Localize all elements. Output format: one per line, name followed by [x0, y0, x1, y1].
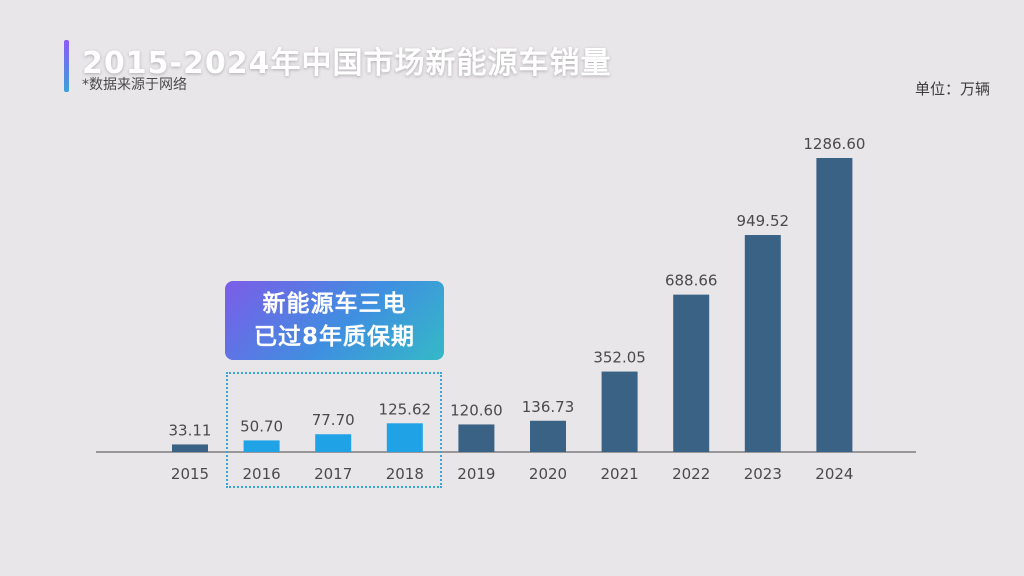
bar-2017: [315, 434, 352, 452]
x-tick-label-2019: 2019: [457, 465, 495, 483]
bar-2021: [601, 371, 638, 452]
title-accent-bar: [64, 40, 69, 92]
bar-2019: [458, 424, 495, 452]
callout-box: 新能源车三电 已过8年质保期: [225, 281, 444, 360]
data-label-2022: 688.66: [665, 272, 718, 290]
bar-2015: [172, 444, 208, 452]
data-label-2016: 50.70: [240, 417, 283, 435]
x-tick-label-2021: 2021: [601, 465, 639, 483]
x-tick-label-2022: 2022: [672, 465, 710, 483]
data-label-2020: 136.73: [522, 398, 575, 416]
data-label-2023: 949.52: [737, 212, 790, 230]
x-tick-label-2024: 2024: [815, 465, 853, 483]
x-tick-label-2015: 2015: [171, 465, 209, 483]
unit-label: 单位：万辆: [914, 80, 990, 98]
data-label-2024: 1286.60: [803, 135, 865, 153]
bar-2024: [816, 158, 853, 452]
bar-2023: [744, 235, 781, 452]
data-source-note: *数据来源于网络: [82, 77, 187, 93]
x-tick-label-2018: 2018: [386, 465, 424, 483]
x-tick-label-2023: 2023: [744, 465, 782, 483]
data-label-2019: 120.60: [450, 401, 503, 419]
x-tick-label-2017: 2017: [314, 465, 352, 483]
bar-2022: [673, 294, 710, 452]
data-label-2021: 352.05: [593, 349, 646, 367]
x-tick-label-2020: 2020: [529, 465, 567, 483]
callout-line-2: 已过8年质保期: [253, 323, 415, 350]
data-label-2017: 77.70: [312, 411, 355, 429]
bar-2016: [243, 440, 280, 452]
bar-2020: [530, 420, 566, 452]
chart-title: 2015-2024年中国市场新能源车销量: [82, 46, 612, 81]
x-tick-label-2016: 2016: [243, 465, 281, 483]
callout-line-1: 新能源车三电: [262, 290, 407, 317]
bar-2018: [386, 423, 423, 452]
highlight-box: [226, 372, 442, 488]
data-label-2018: 125.62: [379, 400, 432, 418]
data-label-2015: 33.11: [169, 421, 212, 439]
